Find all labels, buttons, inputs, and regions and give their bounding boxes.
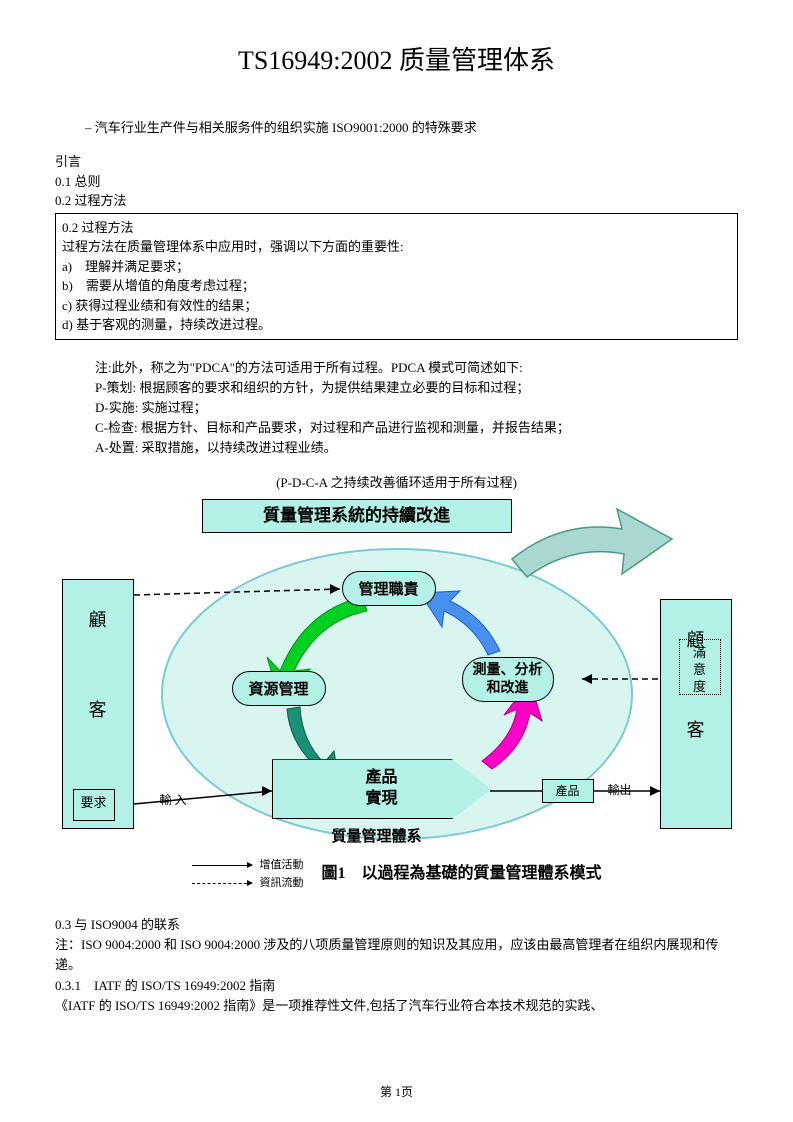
node-management: 管理職責 — [342, 571, 436, 606]
node-resource: 資源管理 — [232, 671, 326, 706]
page-number: 第 1页 — [0, 1083, 793, 1100]
legend: 增值活動 資訊流動 — [192, 857, 304, 892]
process-method-box: 0.2 过程方法 过程方法在质量管理体系中应用时，强调以下方面的重要性: a) … — [55, 213, 738, 340]
pdca-note: (P-D-C-A 之持续改善循环适用于所有过程) — [55, 472, 738, 491]
box-para: 过程方法在质量管理体系中应用时，强调以下方面的重要性: — [62, 237, 731, 257]
diagram-banner: 質量管理系統的持續改進 — [202, 499, 512, 533]
pdca-l2: P-策划: 根据顾客的要求和组织的方针，为提供结果建立必要的目标和过程； — [95, 378, 738, 398]
system-label: 質量管理體系 — [332, 825, 422, 846]
pdca-block: 注:此外，称之为"PDCA"的方法可适用于所有过程。PDCA 模式可简述如下: … — [95, 358, 738, 459]
box-d: d) 基于客观的测量，持续改进过程。 — [62, 315, 731, 335]
pdca-l3: D-实施: 实施过程； — [95, 398, 738, 418]
intro-l1: 引言 — [55, 152, 738, 172]
intro-l2: 0.1 总则 — [55, 172, 738, 192]
input-label: 輸 入 — [160, 791, 187, 808]
tail-l3: 0.3.1 IATF 的 ISO/TS 16949:2002 指南 — [55, 976, 738, 996]
node-product: 產品 — [542, 779, 594, 803]
pdca-l1: 注:此外，称之为"PDCA"的方法可适用于所有过程。PDCA 模式可简述如下: — [95, 358, 738, 378]
output-label: 輸出 — [608, 781, 632, 798]
customer-right: 顧 客 — [660, 599, 732, 829]
figure-caption: 圖1 以過程為基礎的質量管理體系模式 — [322, 859, 602, 883]
subtitle: – 汽车行业生产件与相关服务件的组织实施 ISO9001:2000 的特殊要求 — [85, 117, 738, 136]
pdca-l4: C-检查: 根据方针、目标和产品要求，对过程和产品进行监视和测量，并报告结果； — [95, 418, 738, 438]
satisfaction-box: 滿 意 度 — [679, 639, 721, 695]
legend-solid-icon — [192, 865, 252, 866]
tail-l1: 0.3 与 ISO9004 的联系 — [55, 915, 738, 935]
intro-l3: 0.2 过程方法 — [55, 191, 738, 211]
legend-solid-label: 增值活動 — [260, 859, 304, 871]
box-a: a) 理解并满足要求； — [62, 257, 731, 277]
box-b: b) 需要从增值的角度考虑过程； — [62, 276, 731, 296]
box-c: c) 获得过程业绩和有效性的结果； — [62, 296, 731, 316]
page-title: TS16949:2002 质量管理体系 — [55, 40, 738, 77]
qms-diagram: 質量管理系統的持續改進 顧 客 顧 客 要求 滿 意 度 管理職責 資源管理 測… — [62, 499, 732, 899]
legend-dashed-icon — [192, 883, 252, 884]
requirement-box: 要求 — [73, 789, 115, 821]
tail-l4: 《IATF 的 ISO/TS 16949:2002 指南》是一项推荐性文件,包括… — [55, 996, 738, 1016]
intro-section: 引言 0.1 总则 0.2 过程方法 — [55, 152, 738, 211]
box-heading: 0.2 过程方法 — [62, 218, 731, 238]
pdca-l5: A-处置: 采取措施，以持续改进过程业绩。 — [95, 438, 738, 458]
node-product-realization: 產品 實現 — [272, 759, 492, 819]
legend-dashed-label: 資訊流動 — [260, 877, 304, 889]
footer-section: 0.3 与 ISO9004 的联系 注：ISO 9004:2000 和 ISO … — [55, 915, 738, 1016]
tail-l2: 注：ISO 9004:2000 和 ISO 9004:2000 涉及的八项质量管… — [55, 935, 738, 975]
node-measure: 測量、分析 和改進 — [462, 657, 554, 702]
